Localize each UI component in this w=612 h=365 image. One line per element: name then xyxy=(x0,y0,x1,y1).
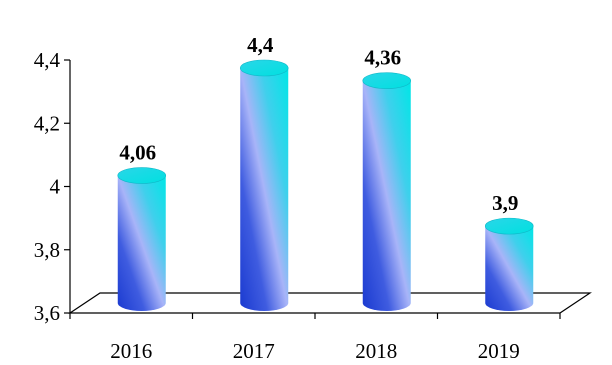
y-tick-label: 4,2 xyxy=(34,111,60,135)
bar-2018 xyxy=(362,72,412,312)
chart-floor xyxy=(68,292,592,314)
bar-body xyxy=(117,175,166,311)
data-label: 4,4 xyxy=(247,33,274,57)
bar-top xyxy=(362,72,412,89)
chart-labels: 4,06 2016 4,4 2017 4,36 2018 3,9 2019 xyxy=(110,33,520,363)
bar-2016 xyxy=(117,167,167,311)
y-tick-label: 3,6 xyxy=(34,301,60,325)
data-label: 3,9 xyxy=(492,191,518,215)
x-tick-label: 2017 xyxy=(233,339,275,363)
bar-body xyxy=(485,226,534,311)
bar-top xyxy=(117,167,167,184)
x-tick-label: 2018 xyxy=(355,339,397,363)
y-tick-label: 3,8 xyxy=(34,238,60,262)
bar-2019 xyxy=(484,217,534,311)
bar-body xyxy=(362,80,411,312)
data-label: 4,06 xyxy=(119,141,156,165)
chart-bars xyxy=(117,59,534,312)
chart-axes: 3,6 3,8 4 4,2 4,4 xyxy=(34,48,592,325)
y-tick-label: 4 xyxy=(50,175,61,199)
bar-2017 xyxy=(239,59,289,311)
bar-top xyxy=(484,217,534,235)
bar-body xyxy=(240,68,289,311)
x-tick-label: 2019 xyxy=(478,339,520,363)
bar-top xyxy=(239,59,289,77)
data-label: 4,36 xyxy=(364,46,401,70)
x-tick-label: 2016 xyxy=(110,339,152,363)
y-tick-label: 4,4 xyxy=(34,48,61,72)
